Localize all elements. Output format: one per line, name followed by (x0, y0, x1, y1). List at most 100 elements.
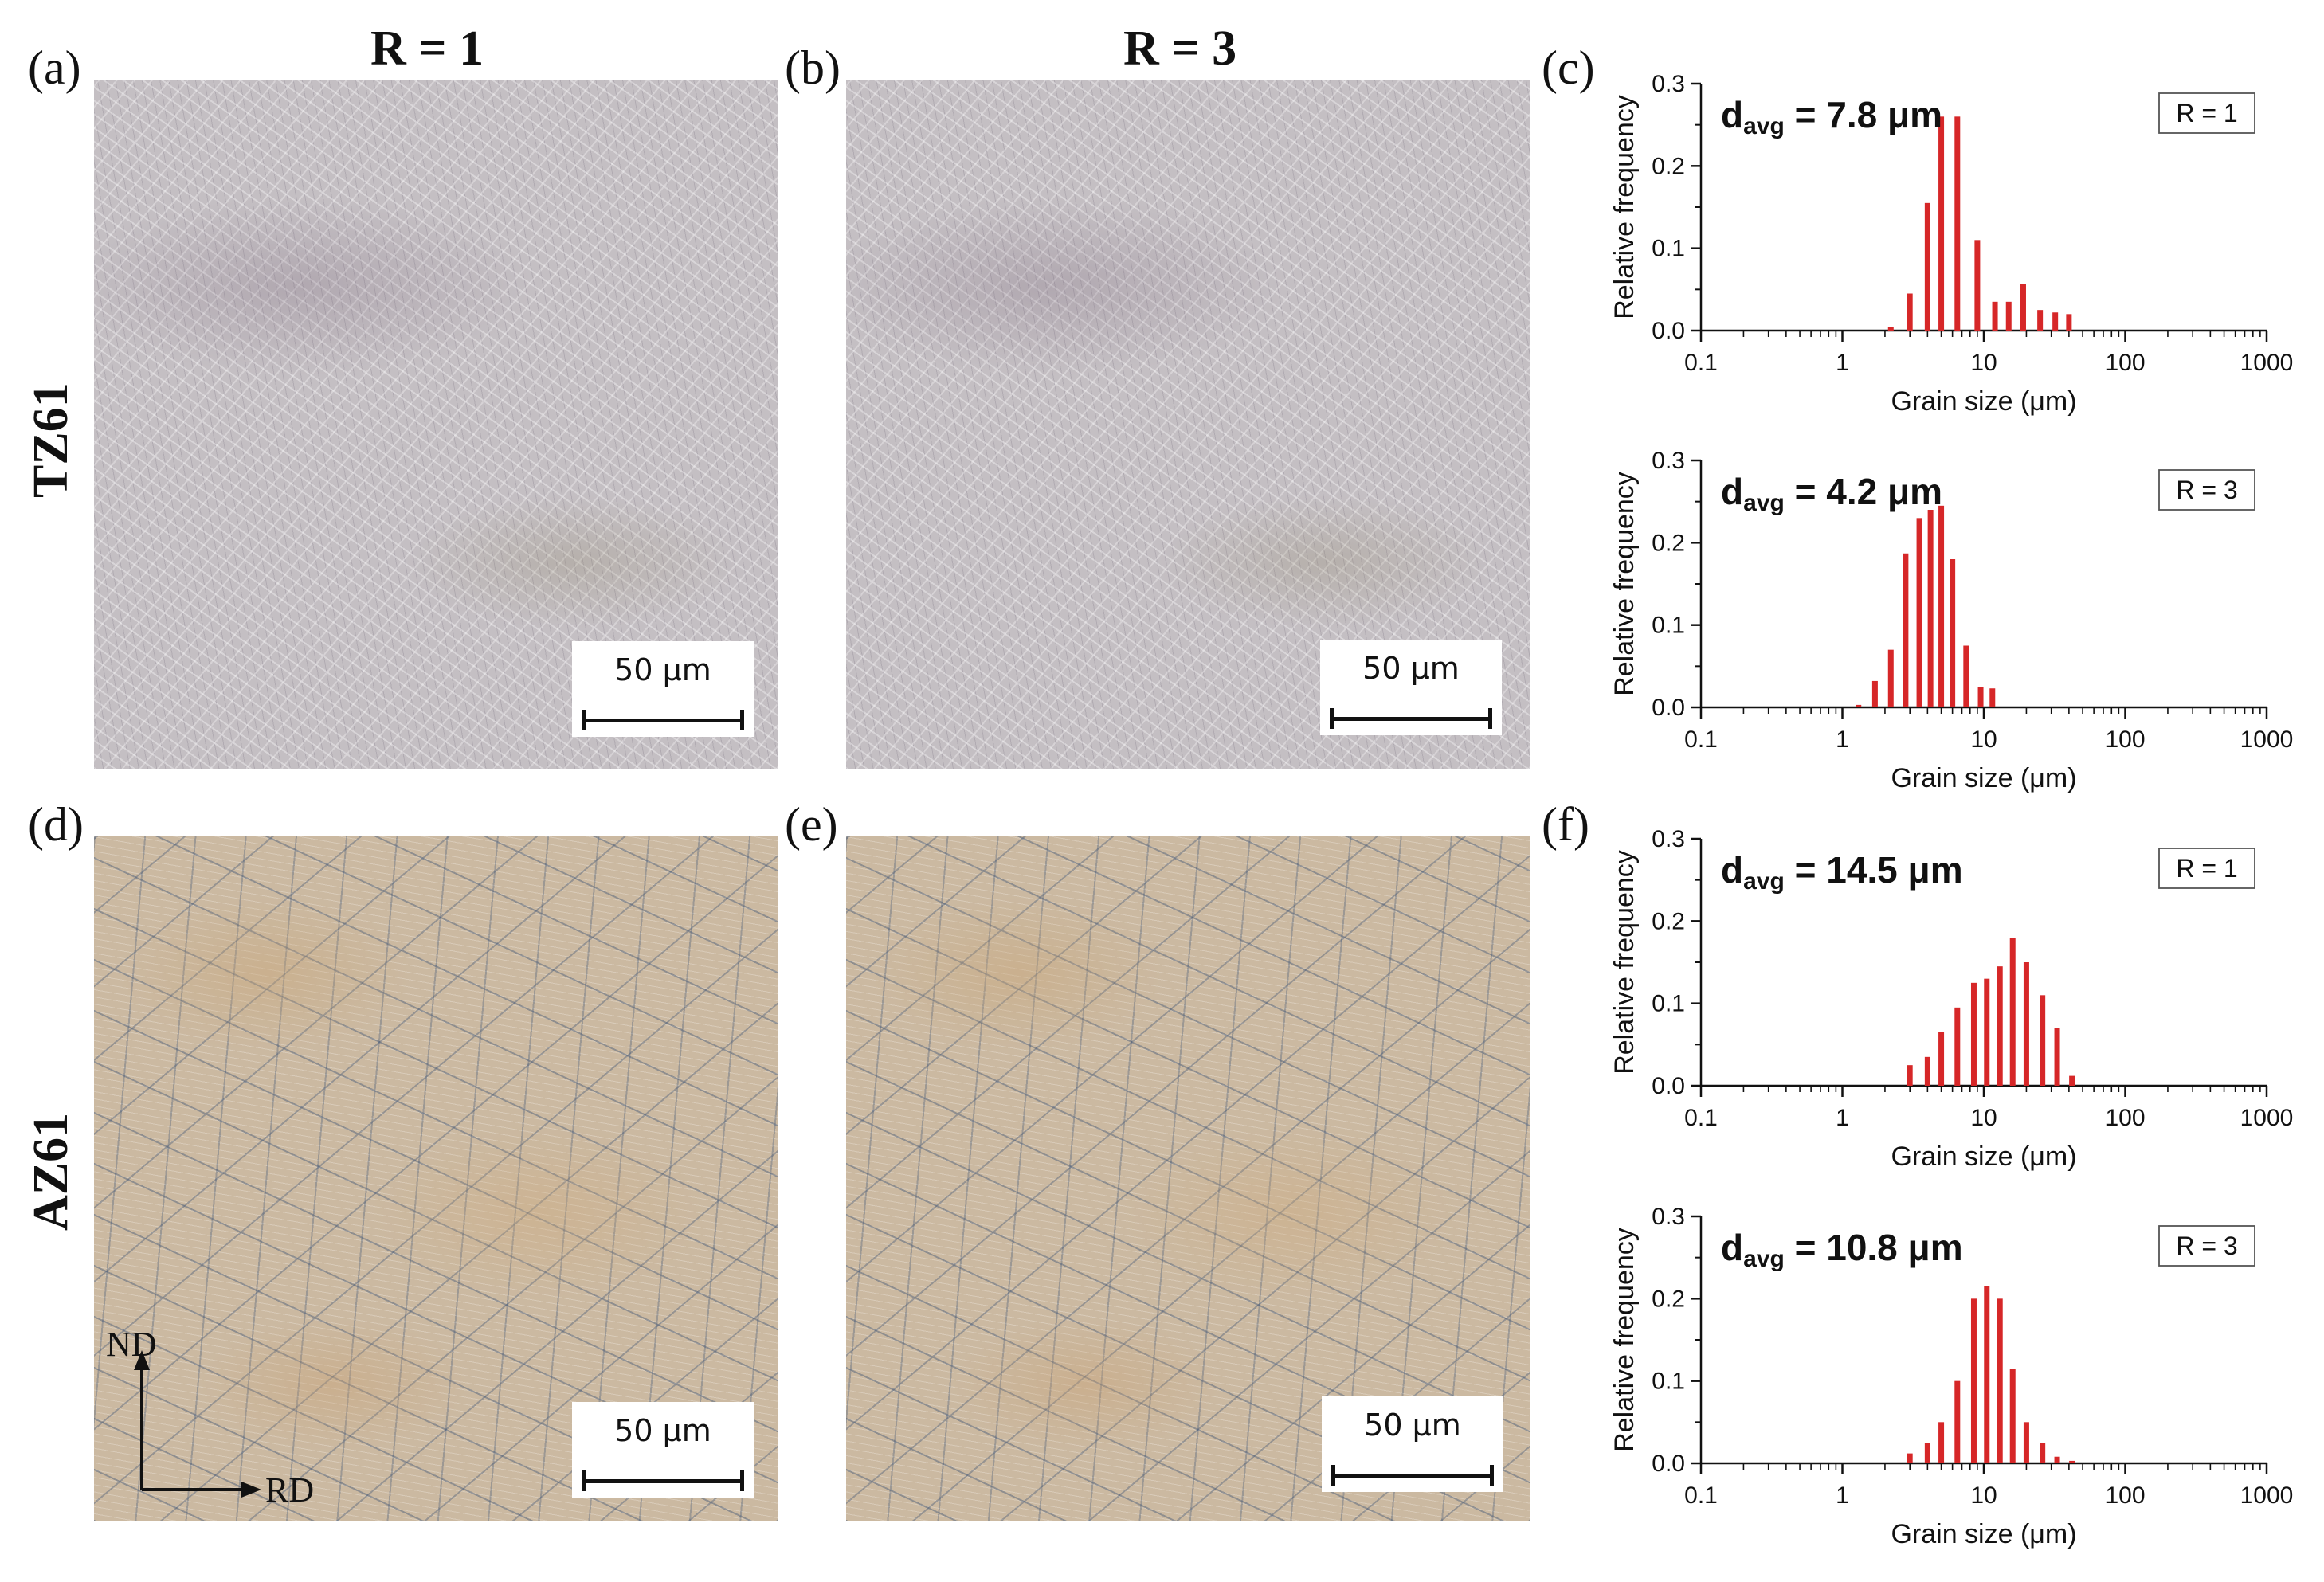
davg-annotation: davg = 7.8 μm (1721, 94, 1942, 139)
legend-box (2158, 848, 2255, 889)
histogram-bar (1887, 649, 1894, 707)
y-tick-label: 0.1 (1652, 991, 1685, 1017)
x-tick-label: 100 (2105, 1482, 2145, 1509)
histogram-bar (1954, 116, 1961, 331)
y-tick-label: 0.0 (1652, 1451, 1685, 1477)
panel-label-c: (c) (1542, 41, 1595, 94)
scale-bar-tick (1488, 708, 1492, 729)
x-axis-label: Grain size (μm) (1891, 1141, 2076, 1172)
histogram-bar (1984, 1286, 1990, 1463)
histogram-bar (1856, 704, 1862, 707)
histogram-bar (2054, 1456, 2060, 1463)
y-tick-label: 0.1 (1652, 236, 1685, 262)
x-tick-label: 1 (1836, 350, 1849, 376)
x-axis-label: Grain size (μm) (1891, 1519, 2076, 1549)
histogram-bar (2054, 1028, 2060, 1086)
scale-bar-tick (582, 1470, 586, 1491)
column-header-r3: R = 3 (1123, 22, 1237, 76)
micrograph-b: 50 μm (846, 80, 1530, 769)
scale-bar: 50 μm (572, 1402, 754, 1498)
micrograph-d: 50 μm ND RD (94, 836, 778, 1521)
panel-label-e: (e) (785, 798, 838, 851)
panel-label-a: (a) (28, 41, 81, 94)
davg-value: = 14.5 μm (1785, 849, 1963, 891)
scale-bar-line (1330, 717, 1492, 721)
davg-symbol: d (1721, 849, 1743, 891)
histogram-f-r1: 0.0 0.1 0.2 0.3 0.1 1 10 100 1000 Grain size (μm)… (1609, 826, 2294, 1172)
davg-annotation: davg = 4.2 μm (1721, 471, 1942, 516)
histogram-bar (1974, 240, 1981, 331)
direction-label-rd: RD (265, 1470, 315, 1510)
scale-bar-label: 50 μm (614, 652, 711, 687)
histogram-bar (1950, 559, 1956, 707)
legend-label: R = 3 (2176, 476, 2237, 504)
x-tick-label: 100 (2105, 1105, 2145, 1131)
histogram-bar (1903, 553, 1909, 707)
histogram-bar (1924, 202, 1930, 331)
x-tick-label: 10 (1970, 1482, 1997, 1509)
histogram-bar (1927, 510, 1934, 707)
histogram-bar (2052, 312, 2059, 331)
x-tick-label: 0.1 (1684, 350, 1718, 376)
micrograph-a: 50 μm (94, 80, 778, 769)
davg-subscript: avg (1743, 113, 1785, 139)
histogram-bar (1992, 301, 1998, 331)
y-tick-label: 0.3 (1652, 826, 1685, 852)
histogram-bar (1970, 982, 1977, 1086)
histogram-bar (2009, 938, 2016, 1086)
davg-annotation: davg = 10.8 μm (1721, 1227, 1963, 1272)
histogram-bar (1970, 1298, 1977, 1463)
histogram-bar (1954, 1380, 1961, 1463)
legend-label: R = 3 (2176, 1232, 2237, 1260)
y-tick-label: 0.1 (1652, 1369, 1685, 1395)
histogram-bar (1887, 327, 1894, 331)
x-tick-label: 1000 (2240, 350, 2294, 376)
davg-symbol: d (1721, 1227, 1743, 1268)
x-tick-label: 1 (1836, 726, 1849, 753)
histogram-bar (2069, 1460, 2075, 1463)
panel-label-d: (d) (28, 798, 84, 851)
y-tick-label: 0.2 (1652, 1286, 1685, 1312)
histogram-bar (2005, 301, 2012, 331)
scale-bar-tick (1330, 708, 1334, 729)
histogram-bar (1907, 1065, 1913, 1086)
histogram-bar (1924, 1443, 1930, 1463)
histogram-f-r3: 0.0 0.1 0.2 0.3 0.1 1 10 100 1000 Grain size (μm)… (1609, 1204, 2293, 1549)
y-tick-label: 0.3 (1652, 1204, 1685, 1230)
y-tick-label: 0.2 (1652, 153, 1685, 179)
y-tick-label: 0.3 (1652, 71, 1685, 97)
legend-box (2158, 92, 2255, 134)
scale-bar-line (582, 719, 744, 722)
x-tick-label: 1000 (2240, 1105, 2294, 1131)
davg-value: = 10.8 μm (1785, 1227, 1963, 1268)
y-tick-label: 0.0 (1652, 695, 1685, 721)
histogram-bar (1938, 1032, 1945, 1086)
direction-axes (134, 1350, 261, 1498)
scale-bar-label: 50 μm (1362, 651, 1460, 686)
davg-subscript: avg (1743, 868, 1785, 895)
scale-bar-tick (1331, 1465, 1335, 1486)
davg-symbol: d (1721, 94, 1743, 135)
histogram-bar (1997, 1298, 2003, 1463)
x-tick-label: 100 (2105, 350, 2145, 376)
row-label-tz61: TZ61 (24, 382, 78, 498)
histogram-bar (2069, 1075, 2075, 1086)
scale-bar-tick (740, 710, 744, 730)
x-axis-label: Grain size (μm) (1891, 763, 2076, 793)
panel-label-f: (f) (1542, 798, 1589, 851)
x-tick-label: 100 (2105, 726, 2145, 753)
y-tick-label: 0.0 (1652, 318, 1685, 344)
y-axis-label: Relative frequency (1609, 850, 1640, 1075)
scale-bar-label: 50 μm (614, 1413, 711, 1448)
scale-bar-tick (1490, 1465, 1494, 1486)
histogram-bar (2023, 1422, 2029, 1463)
x-axis-label: Grain size (μm) (1891, 386, 2076, 417)
histogram-bar (2040, 995, 2046, 1086)
scale-bar-label: 50 μm (1364, 1408, 1461, 1443)
histogram-bar (1938, 116, 1945, 331)
y-axis-label: Relative frequency (1609, 472, 1640, 696)
scale-bar: 50 μm (1322, 1396, 1503, 1492)
histogram-c-r1: 0.0 0.1 0.2 0.3 0.1 1 10 100 1000 Grain size (μm)… (1609, 71, 2294, 417)
y-axis-label: Relative frequency (1609, 1228, 1640, 1452)
x-tick-label: 1000 (2240, 726, 2294, 753)
